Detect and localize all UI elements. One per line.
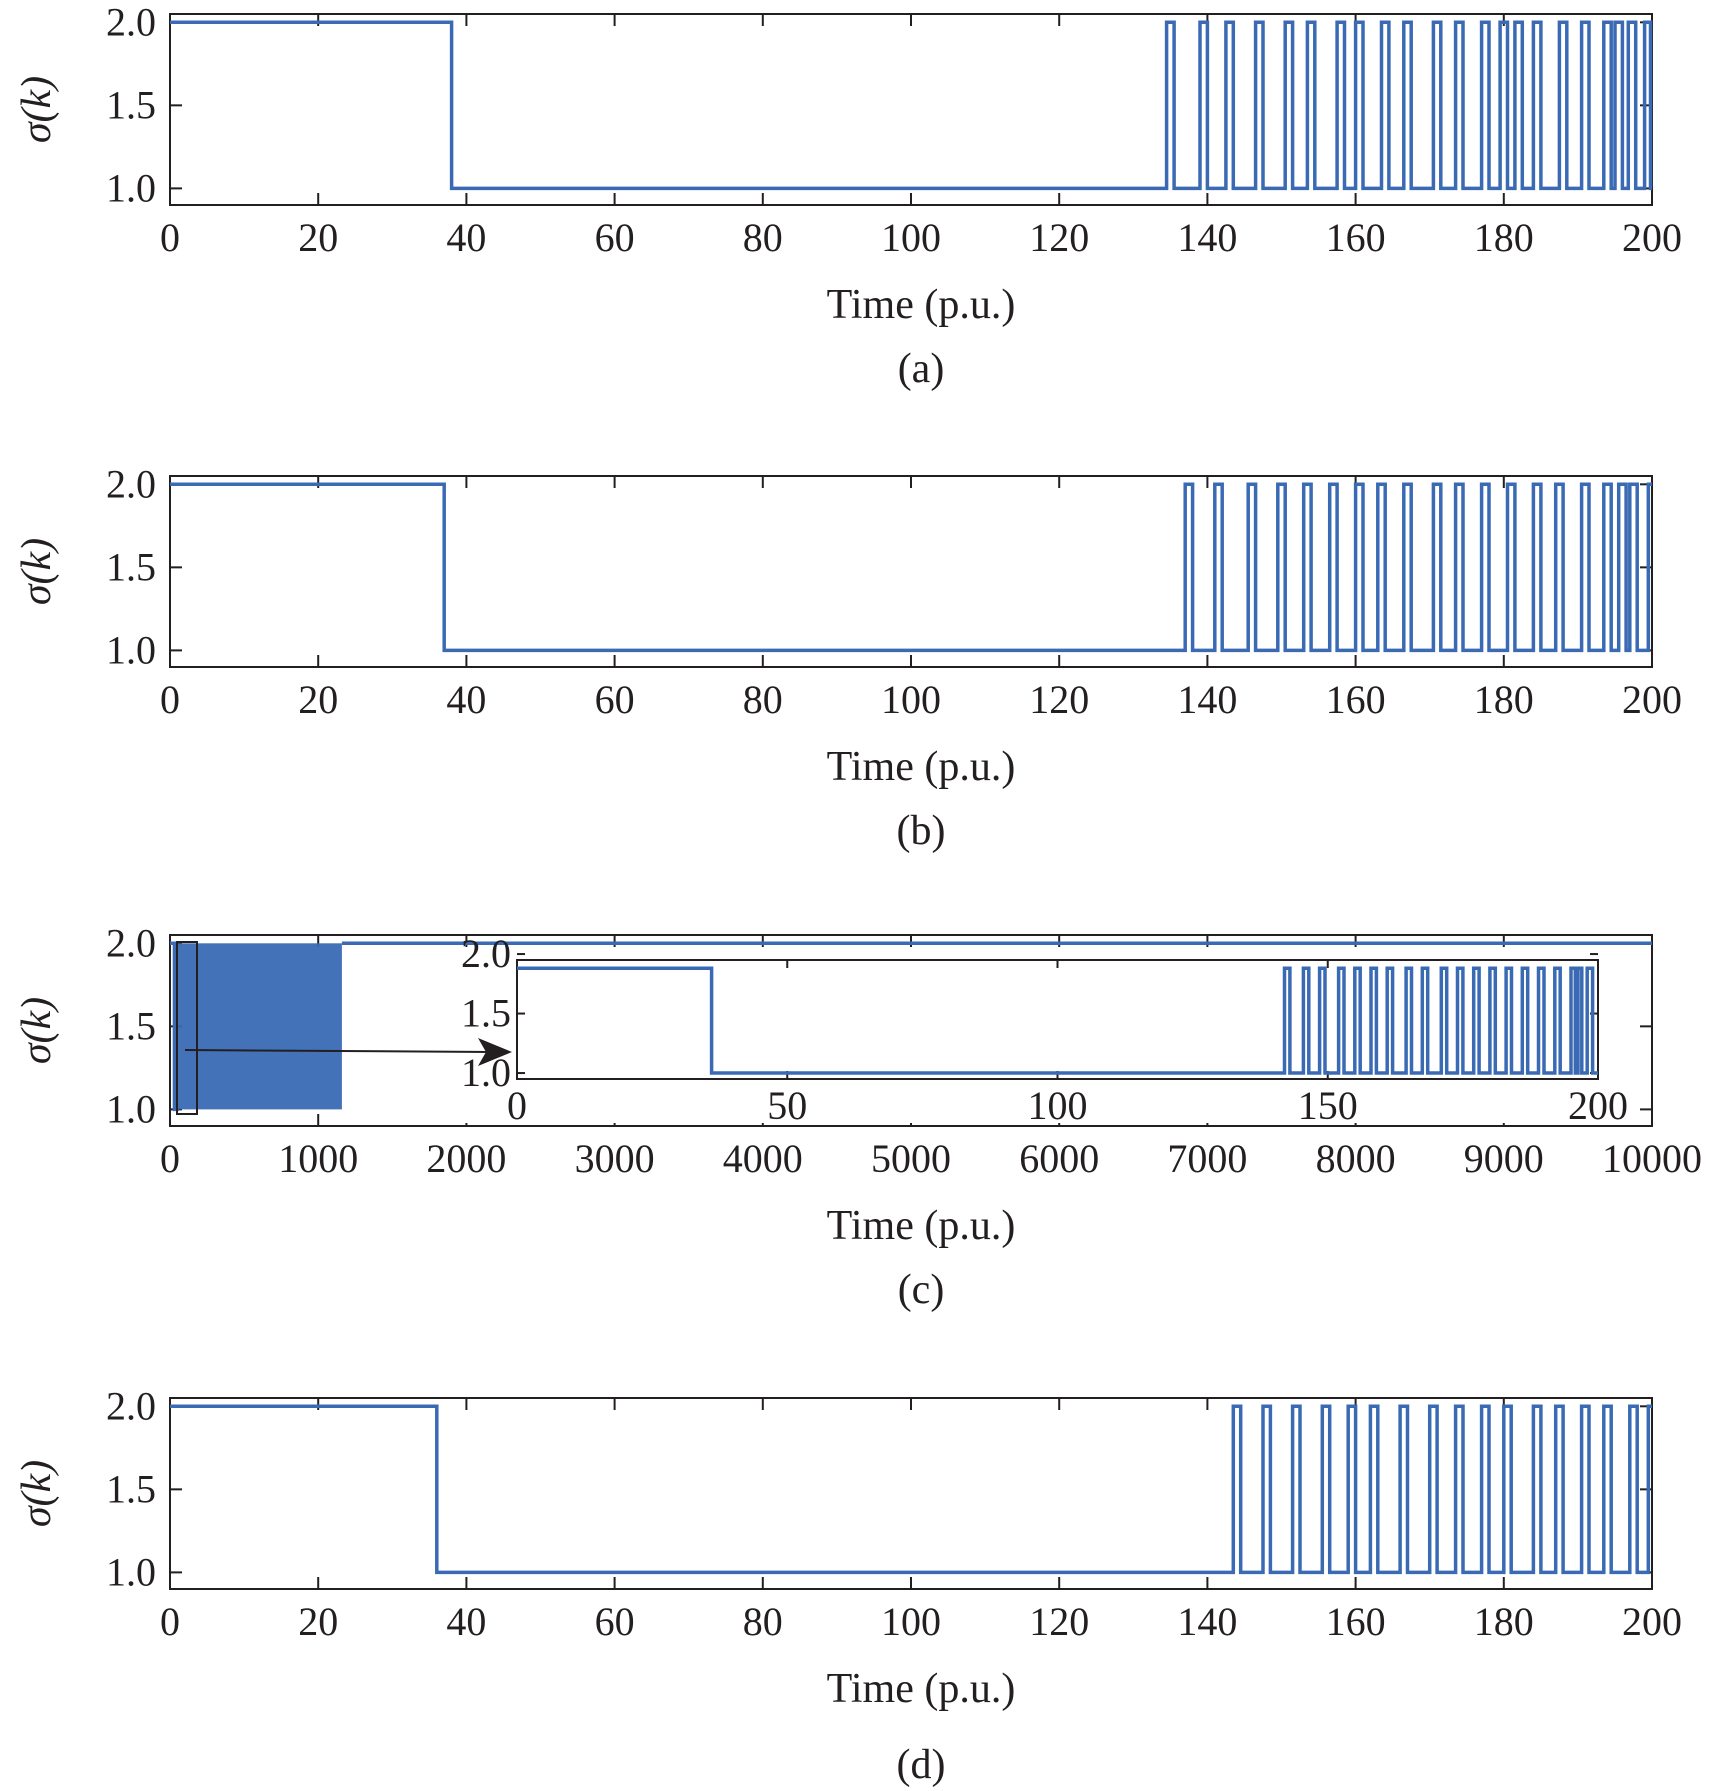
x-tick-label: 60 [595, 1599, 635, 1644]
series-dense-band [174, 943, 342, 1110]
y-tick-label: 1.5 [106, 1003, 156, 1048]
x-tick-label: 80 [743, 215, 783, 260]
y-tick-label: 2.0 [106, 0, 156, 44]
x-tick-label: 60 [595, 215, 635, 260]
y-axis-label: σ(k) [14, 1460, 60, 1527]
x-tick-label: 180 [1474, 677, 1534, 722]
x-tick-label: 1000 [278, 1136, 358, 1181]
subplot-d: 0 20 40 60 80 100 120 140 160 180 200 1.0 1.5 2.0 Time… [14, 1383, 1682, 1788]
y-tick-label: 1.0 [106, 165, 156, 210]
x-tick-label: 5000 [871, 1136, 951, 1181]
x-tick-label: 160 [1326, 677, 1386, 722]
x-tick-label: 100 [881, 1599, 941, 1644]
x-tick-label: 100 [881, 677, 941, 722]
x-axis-label: Time (p.u.) [827, 1666, 1016, 1712]
y-tick-label: 1.0 [106, 1086, 156, 1131]
inset-x-tick-label: 0 [507, 1083, 527, 1128]
x-tick-label: 180 [1474, 1599, 1534, 1644]
x-tick-label: 9000 [1464, 1136, 1544, 1181]
x-tick-label: 4000 [723, 1136, 803, 1181]
inset-series-line [517, 966, 1598, 1075]
inset-y-tick-label: 1.5 [461, 991, 511, 1036]
zoom-region-box [176, 941, 198, 1115]
x-tick-label: 80 [743, 1599, 783, 1644]
x-tick-label: 20 [298, 1599, 338, 1644]
x-tick-label: 200 [1622, 215, 1682, 260]
x-tick-label: 7000 [1167, 1136, 1247, 1181]
subplot-caption: (c) [898, 1267, 945, 1313]
x-tick-label: 140 [1177, 215, 1237, 260]
y-axis-label: σ(k) [14, 76, 60, 143]
x-tick-label: 160 [1326, 215, 1386, 260]
x-tick-label: 0 [160, 677, 180, 722]
x-tick-label: 140 [1177, 1599, 1237, 1644]
series-line [170, 482, 1652, 653]
subplot-caption: (b) [897, 808, 946, 854]
x-tick-label: 0 [160, 1599, 180, 1644]
y-tick-label: 1.5 [106, 1466, 156, 1511]
y-axis-label: σ(k) [14, 538, 60, 605]
x-tick-label: 6000 [1019, 1136, 1099, 1181]
y-tick-label: 2.0 [106, 1383, 156, 1428]
subplot-a: 0 20 40 60 80 100 120 140 160 180 200 1.0 1.5 2.0 Time… [14, 0, 1682, 392]
y-tick-label: 1.0 [106, 627, 156, 672]
y-tick-label: 1.5 [106, 82, 156, 127]
subplot-c: 0 1000 2000 3000 4000 5000 6000 7000 8000 9000 100… [14, 920, 1702, 1313]
x-tick-label: 160 [1326, 1599, 1386, 1644]
y-tick-label: 1.5 [106, 544, 156, 589]
x-tick-label: 140 [1177, 677, 1237, 722]
series-line [170, 1404, 1652, 1575]
inset-x-tick-label: 200 [1568, 1083, 1628, 1128]
x-axis-label: Time (p.u.) [827, 282, 1016, 328]
x-axis-label: Time (p.u.) [827, 1203, 1016, 1249]
x-tick-label: 8000 [1316, 1136, 1396, 1181]
subplot-caption: (a) [898, 346, 945, 392]
x-tick-label: 40 [446, 677, 486, 722]
y-tick-label: 2.0 [106, 461, 156, 506]
y-tick-label: 2.0 [106, 920, 156, 965]
inset-y-tick-label: 2.0 [461, 931, 511, 976]
x-tick-label: 120 [1029, 1599, 1089, 1644]
x-tick-label: 120 [1029, 215, 1089, 260]
x-tick-label: 100 [881, 215, 941, 260]
zoom-arrow-line [184, 1049, 493, 1053]
x-tick-label: 40 [446, 1599, 486, 1644]
x-tick-label: 3000 [575, 1136, 655, 1181]
plot-frame [169, 13, 1653, 206]
y-axis-label: σ(k) [14, 997, 60, 1064]
inset-x-tick-label: 150 [1298, 1083, 1358, 1128]
x-tick-label: 0 [160, 215, 180, 260]
x-tick-label: 2000 [426, 1136, 506, 1181]
x-tick-label: 200 [1622, 1599, 1682, 1644]
y-tick-label: 1.0 [106, 1549, 156, 1594]
subplot-b: 0 20 40 60 80 100 120 140 160 180 200 1.0 1.5 2.0 Time… [14, 461, 1682, 854]
zoom-arrow-head [478, 1038, 512, 1066]
plot-frame [169, 475, 1653, 668]
x-tick-label: 20 [298, 677, 338, 722]
inset-x-tick-label: 100 [1028, 1083, 1088, 1128]
subplot-caption: (d) [897, 1742, 946, 1788]
x-axis-label: Time (p.u.) [827, 744, 1016, 790]
x-tick-label: 180 [1474, 215, 1534, 260]
x-tick-label: 120 [1029, 677, 1089, 722]
x-tick-label: 10000 [1602, 1136, 1702, 1181]
x-tick-label: 200 [1622, 677, 1682, 722]
inset-x-tick-label: 50 [767, 1083, 807, 1128]
x-tick-label: 80 [743, 677, 783, 722]
x-tick-label: 40 [446, 215, 486, 260]
inset-background [417, 950, 1608, 1123]
x-tick-label: 0 [160, 1136, 180, 1181]
series-line [170, 20, 1653, 191]
x-tick-label: 60 [595, 677, 635, 722]
x-tick-label: 20 [298, 215, 338, 260]
